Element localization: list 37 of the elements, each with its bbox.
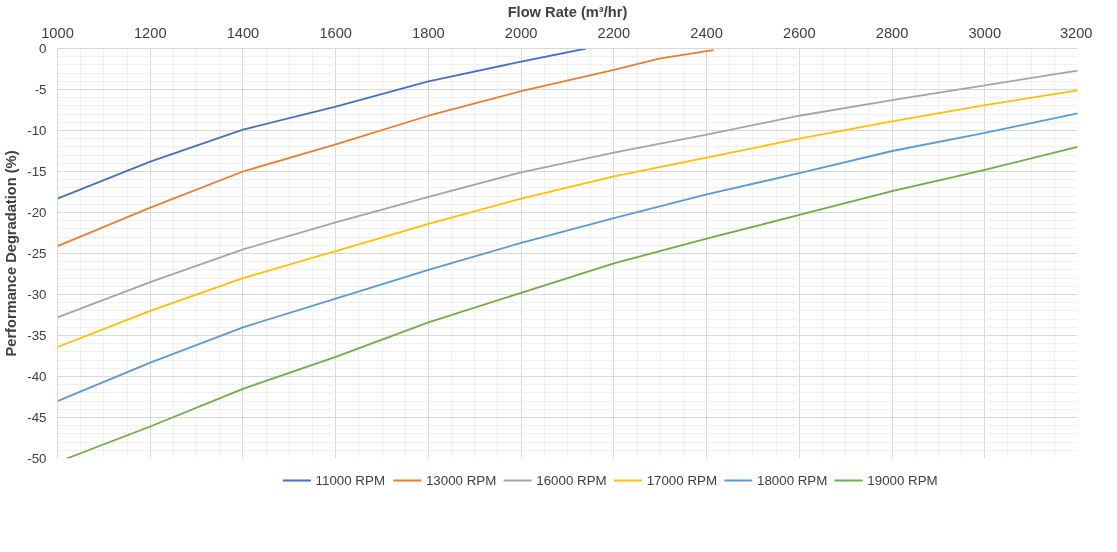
legend-label: 19000 RPM	[867, 473, 938, 488]
y-tick-label: -40	[27, 369, 47, 384]
y-tick-label: -25	[27, 246, 47, 261]
line-series	[57, 48, 587, 200]
x-tick-label: 1800	[412, 24, 445, 41]
x-tick-label: 3000	[968, 24, 1002, 41]
x-tick-label: 1400	[226, 24, 260, 41]
legend-label: 18000 RPM	[756, 473, 828, 488]
x-tick-label: 2600	[783, 24, 816, 41]
x-tick-label: 1000	[41, 24, 74, 41]
line-series	[57, 112, 1078, 402]
line-series	[57, 49, 715, 248]
y-tick-label: -50	[27, 451, 47, 466]
y-tick-label: -10	[27, 123, 47, 138]
y-axis-title: Performance Degradation (%)	[3, 150, 20, 357]
x-tick-label: 1600	[319, 24, 352, 41]
y-tick-label: -45	[27, 410, 47, 425]
y-tick-label: -35	[27, 328, 47, 343]
y-tick-label: -20	[27, 205, 47, 220]
x-tick-label: 3200	[1059, 24, 1093, 41]
line-series	[65, 146, 1078, 459]
x-tick-label: 2000	[504, 24, 538, 41]
x-axis-title: Flow Rate (m³/hr)	[507, 3, 628, 20]
x-tick-label: 2200	[597, 24, 631, 41]
x-tick-label: 2800	[875, 24, 909, 41]
legend-label: 11000 RPM	[315, 473, 385, 488]
legend-label: 16000 RPM	[536, 473, 607, 488]
y-tick-label: -5	[34, 82, 47, 97]
y-tick-label: -15	[27, 164, 47, 179]
x-tick-label: 1200	[133, 24, 167, 41]
legend-label: 17000 RPM	[646, 473, 718, 488]
y-tick-label: -30	[27, 287, 47, 302]
line-series	[57, 89, 1078, 348]
legend-label: 13000 RPM	[425, 473, 497, 488]
line-series	[57, 69, 1078, 319]
x-tick-label: 2400	[690, 24, 723, 41]
y-tick-label: 0	[39, 41, 47, 56]
